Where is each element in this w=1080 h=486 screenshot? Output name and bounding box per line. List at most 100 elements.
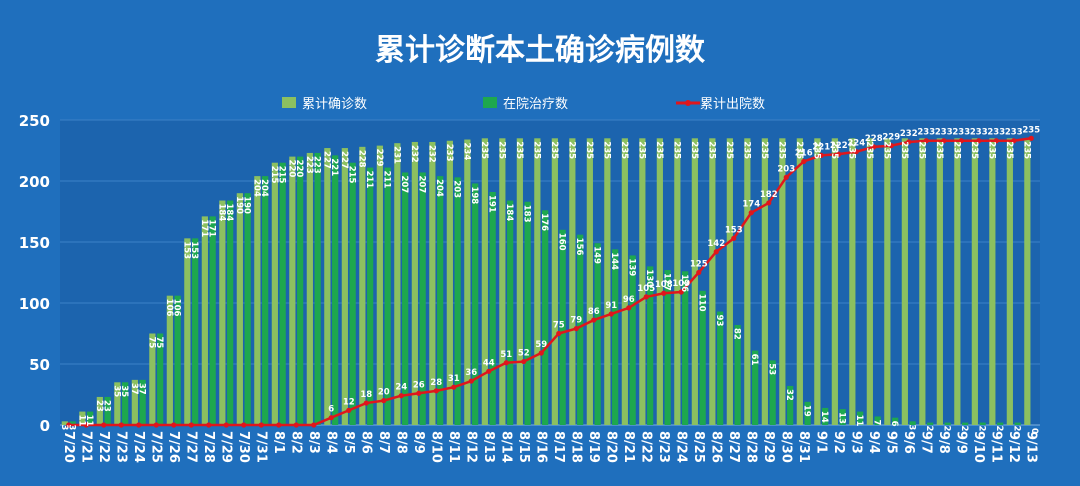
bar-data-label: 227 xyxy=(321,151,331,169)
discharged-point xyxy=(136,422,142,428)
bar-label-wrap: 2 xyxy=(1012,426,1022,432)
x-tick-label: 8/22 xyxy=(638,431,653,463)
bar-data-label: 2 xyxy=(959,426,969,432)
x-tick-label: 8/20 xyxy=(603,431,618,463)
bar-confirmed xyxy=(516,138,523,426)
bar-confirmed xyxy=(359,146,366,425)
x-tick-label: 8/27 xyxy=(726,431,741,463)
bar-label-wrap: 130 xyxy=(644,269,654,287)
bar-in-treatment xyxy=(699,290,706,425)
x-tick-label: 9/5 xyxy=(883,431,898,454)
bar-label-wrap: 235 xyxy=(724,141,734,159)
bar-label-wrap: 35 xyxy=(119,385,129,397)
discharged-point xyxy=(276,422,282,428)
bar-label-wrap: 53 xyxy=(767,363,777,375)
bar-data-label: 220 xyxy=(294,160,304,178)
bar-in-treatment xyxy=(489,191,496,425)
bar-data-label: 126 xyxy=(679,274,689,292)
x-tick-wrap: 8/23 xyxy=(656,431,671,463)
bar-in-treatment xyxy=(752,350,759,425)
bar-data-label: 106 xyxy=(172,299,182,317)
bar-data-label: 23 xyxy=(102,400,112,412)
x-tick-wrap: 8/15 xyxy=(516,431,531,463)
x-tick-label: 8/29 xyxy=(761,431,776,463)
bar-label-wrap: 190 xyxy=(242,196,252,214)
x-tick-label: 9/9 xyxy=(953,431,968,454)
bar-in-treatment xyxy=(822,407,829,425)
bar-confirmed xyxy=(691,138,698,426)
bar-data-label: 235 xyxy=(671,141,681,159)
x-tick-label: 9/6 xyxy=(901,431,916,454)
x-tick-label: 8/26 xyxy=(708,431,723,463)
bar-data-label: 0 xyxy=(1029,428,1039,434)
bar-data-label: 235 xyxy=(934,141,944,159)
bar-label-wrap: 191 xyxy=(487,195,497,213)
bar-confirmed xyxy=(79,411,86,425)
bar-label-wrap: 37 xyxy=(137,383,147,395)
bar-data-label: 235 xyxy=(601,141,611,159)
bar-label-wrap: 235 xyxy=(846,141,856,159)
discharged-point xyxy=(958,138,964,144)
bar-confirmed xyxy=(341,148,348,425)
bar-label-wrap: 2 xyxy=(994,426,1004,432)
discharged-data-label: 31 xyxy=(448,374,460,384)
bar-label-wrap: 171 xyxy=(207,219,217,237)
x-tick-label: 7/31 xyxy=(253,431,268,463)
bar-in-treatment xyxy=(244,193,251,425)
bar-in-treatment xyxy=(594,243,601,425)
bar-label-wrap: 235 xyxy=(671,141,681,159)
bar-in-treatment xyxy=(997,422,1004,425)
bar-label-wrap: 106 xyxy=(164,299,174,317)
bar-label-wrap: 232 xyxy=(426,145,436,163)
bar-in-treatment xyxy=(804,401,811,425)
bar-label-wrap: 228 xyxy=(356,150,366,168)
x-tick-wrap: 9/11 xyxy=(988,431,1003,463)
discharged-data-label: 18 xyxy=(360,390,372,400)
bar-label-wrap: 231 xyxy=(391,146,401,164)
x-tick-label: 8/24 xyxy=(673,431,688,463)
bar-data-label: 23 xyxy=(94,400,104,412)
discharged-data-label: 233 xyxy=(1005,128,1023,138)
bar-label-wrap: 235 xyxy=(829,141,839,159)
discharged-point xyxy=(906,139,912,145)
bar-data-label: 204 xyxy=(251,179,261,197)
bar-confirmed xyxy=(884,138,891,426)
bar-in-treatment xyxy=(612,249,619,425)
x-tick-label: 9/4 xyxy=(866,431,881,454)
bar-label-wrap: 235 xyxy=(1004,141,1014,159)
x-tick-wrap: 7/28 xyxy=(201,431,216,463)
discharged-point xyxy=(783,174,789,180)
discharged-point xyxy=(311,422,317,428)
bar-in-treatment xyxy=(227,200,234,425)
bar-data-label: 235 xyxy=(531,141,541,159)
bar-data-label: 171 xyxy=(199,219,209,237)
x-tick-label: 9/13 xyxy=(1023,431,1038,463)
x-tick-label: 8/28 xyxy=(743,431,758,463)
bar-in-treatment xyxy=(139,379,146,425)
discharged-point xyxy=(521,358,527,365)
discharged-data-label: 233 xyxy=(952,128,970,138)
bar-data-label: 61 xyxy=(749,354,759,366)
bar-confirmed xyxy=(61,421,68,425)
bar-label-wrap: 160 xyxy=(557,233,567,251)
discharged-point xyxy=(573,326,579,332)
x-tick-label: 7/29 xyxy=(218,431,233,463)
bar-confirmed xyxy=(849,138,856,426)
x-tick-wrap: 7/26 xyxy=(166,431,181,463)
bar-in-treatment xyxy=(87,411,94,425)
bar-label-wrap: 235 xyxy=(741,141,751,159)
bar-label-wrap: 220 xyxy=(286,160,296,178)
bar-confirmed xyxy=(429,141,436,425)
y-tick-label: 150 xyxy=(19,234,50,252)
discharged-polyline xyxy=(68,137,1032,427)
bar-data-label: 153 xyxy=(189,241,199,259)
bar-data-label: 235 xyxy=(846,141,856,159)
discharged-point xyxy=(748,210,754,216)
bar-label-wrap: 184 xyxy=(224,204,234,222)
x-tick-wrap: 8/4 xyxy=(323,431,338,454)
bar-label-wrap: 184 xyxy=(504,204,514,222)
bar-data-label: 204 xyxy=(259,179,269,197)
x-tick-label: 9/12 xyxy=(1006,431,1021,463)
bar-data-label: 75 xyxy=(154,337,164,349)
